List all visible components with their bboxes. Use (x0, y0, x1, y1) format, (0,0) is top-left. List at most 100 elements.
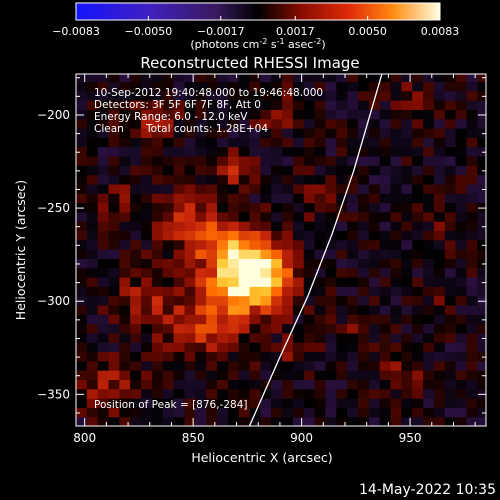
heatmap-cell (260, 165, 272, 176)
heatmap-cell (108, 351, 120, 362)
heatmap-cell (325, 211, 337, 222)
heatmap-cell (217, 258, 229, 269)
heatmap-cell (368, 230, 381, 241)
heatmap-cell (238, 295, 251, 306)
heatmap-cell (260, 109, 272, 120)
heatmap-cell (423, 277, 435, 287)
heatmap-cell (260, 100, 272, 110)
heatmap-cell (444, 100, 457, 110)
heatmap-cell (477, 351, 486, 362)
heatmap-cell (195, 193, 207, 204)
heatmap-cell (130, 155, 142, 166)
heatmap-cell (238, 100, 251, 110)
heatmap-cell (358, 370, 370, 380)
heatmap-cell (401, 74, 413, 82)
heatmap-cell (455, 286, 467, 297)
heatmap-cell (141, 202, 153, 213)
heatmap-cell (151, 277, 164, 287)
heatmap-cell (379, 174, 392, 185)
heatmap-cell (271, 174, 283, 185)
heatmap-cell (119, 323, 131, 334)
heatmap-cell (86, 193, 99, 204)
heatmap-cell (444, 74, 457, 82)
heatmap-cell (76, 202, 88, 213)
heatmap-cell (423, 100, 435, 110)
heatmap-cell (206, 183, 218, 194)
heatmap-cell (238, 277, 251, 287)
heatmap-cell (97, 407, 110, 418)
heatmap-cell (151, 221, 164, 231)
heatmap-cell (249, 74, 261, 82)
heatmap-cell (347, 398, 359, 408)
heatmap-cell (466, 407, 478, 418)
heatmap-cell (141, 193, 153, 204)
heatmap-cell (249, 370, 261, 380)
heatmap-cell (108, 211, 120, 222)
heatmap-cell (195, 295, 207, 306)
heatmap-cell (86, 239, 99, 250)
heatmap-cell (130, 128, 142, 138)
heatmap-cell (412, 74, 424, 82)
heatmap-cell (423, 74, 435, 82)
heatmap-cell (227, 314, 240, 325)
heatmap-cell (303, 183, 316, 194)
heatmap-cell (455, 230, 467, 241)
heatmap-cell (119, 230, 131, 241)
heatmap-cell (86, 74, 99, 82)
heatmap-cell (455, 323, 467, 334)
heatmap-cell (151, 249, 164, 259)
heatmap-cell (119, 407, 131, 418)
heatmap-cell (325, 379, 337, 390)
heatmap-cell (292, 128, 305, 138)
heatmap-cell (412, 183, 424, 194)
heatmap-cell (314, 174, 326, 185)
heatmap-cell (303, 155, 316, 166)
colorbar-unit-exp1: -2 (259, 37, 267, 46)
heatmap-cell (238, 221, 251, 231)
heatmap-cell (173, 221, 185, 231)
heatmap-cell (433, 81, 446, 92)
heatmap-cell (401, 239, 413, 250)
heatmap-cell (141, 332, 153, 343)
heatmap-cell (97, 100, 110, 110)
heatmap-cell (314, 155, 326, 166)
heatmap-cell (433, 416, 446, 426)
heatmap-cell (238, 370, 251, 380)
heatmap-cell (162, 360, 175, 371)
heatmap-cell (368, 398, 381, 408)
heatmap-cell (76, 286, 88, 297)
heatmap-cell (195, 277, 207, 287)
heatmap-cell (119, 211, 131, 222)
heatmap-cell (260, 351, 272, 362)
heatmap-cell (238, 416, 251, 426)
heatmap-cell (412, 277, 424, 287)
heatmap-cell (314, 277, 326, 287)
heatmap-cell (379, 267, 392, 278)
heatmap-cell (206, 398, 218, 408)
heatmap-cell (379, 407, 392, 418)
heatmap-cell (108, 314, 120, 325)
heatmap-cell (238, 342, 251, 353)
heatmap-cell (249, 258, 261, 269)
heatmap-cell (368, 332, 381, 343)
heatmap-cell (303, 323, 316, 334)
colorbar-unit-mid2: asec (285, 38, 314, 51)
heatmap-cell (173, 267, 185, 278)
heatmap-cell (401, 211, 413, 222)
heatmap-cell (206, 146, 218, 157)
heatmap-cell (184, 407, 196, 418)
heatmap-cell (184, 267, 196, 278)
heatmap-cell (401, 109, 413, 120)
heatmap-cell (336, 109, 348, 120)
heatmap-cell (390, 342, 402, 353)
heatmap-cell (206, 277, 218, 287)
heatmap-cell (97, 416, 110, 426)
heatmap-cell (303, 128, 316, 138)
heatmap-cell (217, 295, 229, 306)
heatmap-cell (325, 323, 337, 334)
heatmap-cell (108, 342, 120, 353)
heatmap-cell (433, 118, 446, 129)
heatmap-cell (358, 183, 370, 194)
heatmap-cell (303, 370, 316, 380)
heatmap-cell (455, 221, 467, 231)
